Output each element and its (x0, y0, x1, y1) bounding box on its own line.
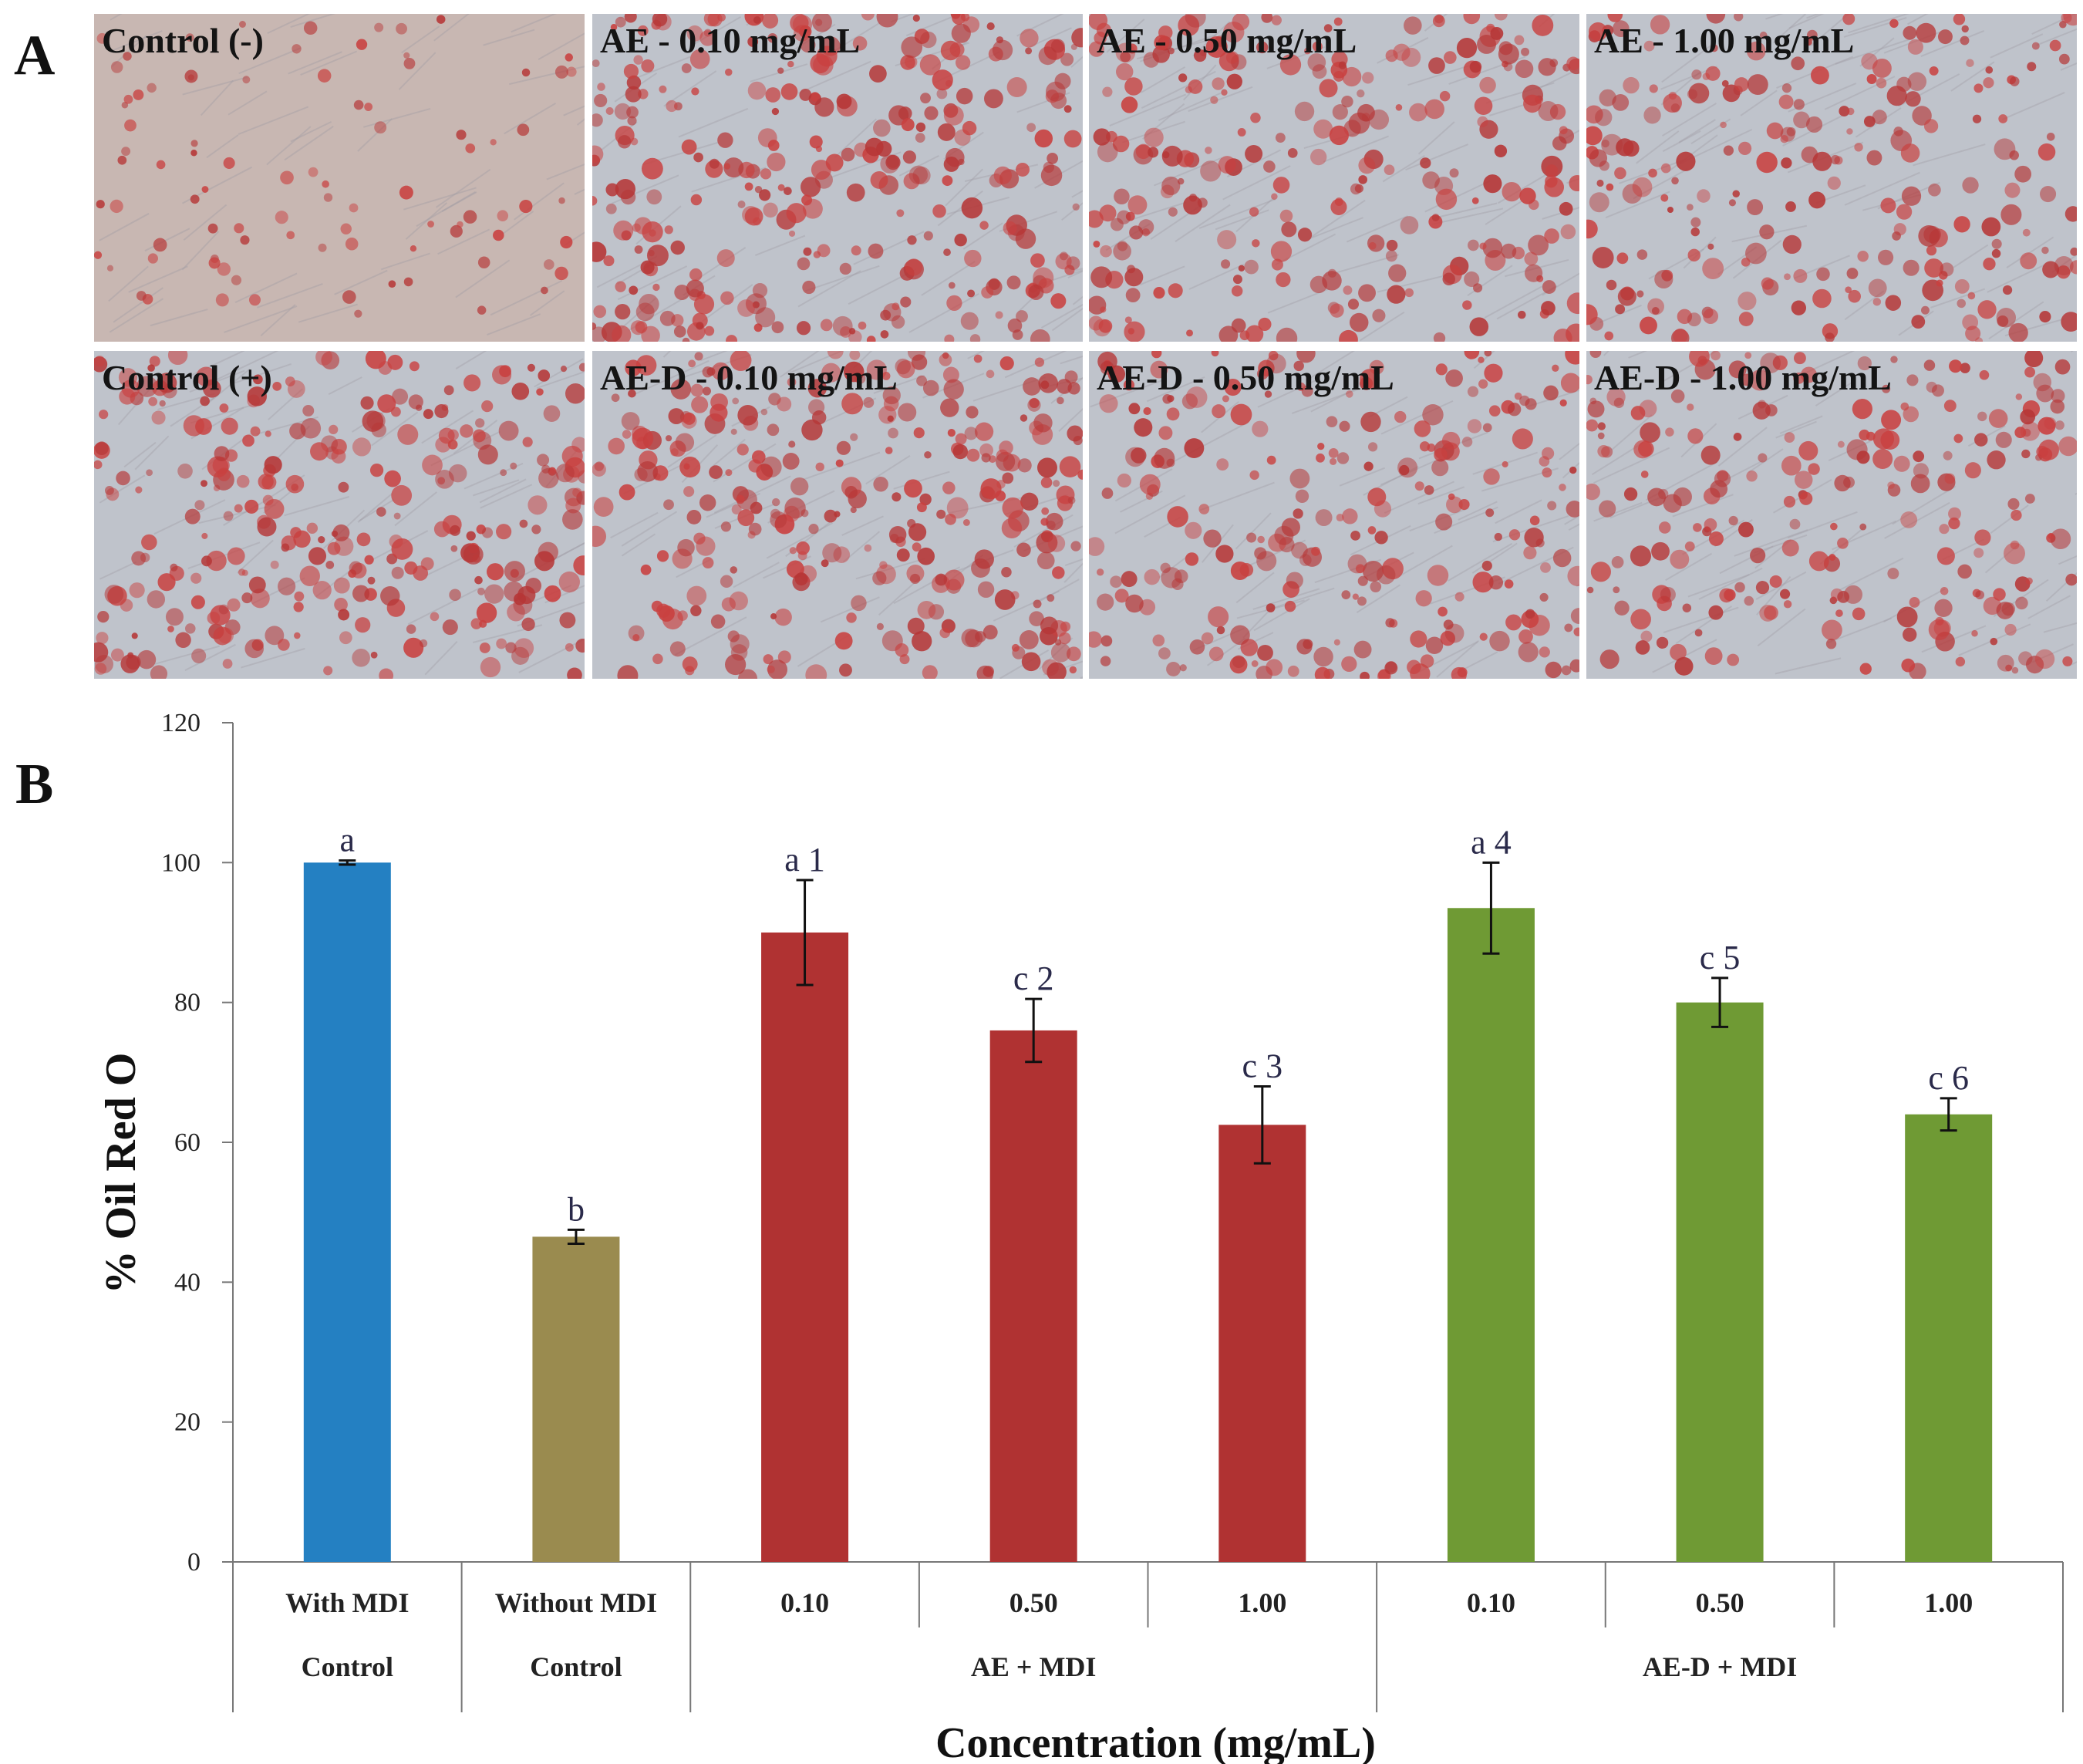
significance-label: a 4 (1471, 823, 1512, 861)
x-group-label: AE + MDI (971, 1651, 1097, 1682)
x-group-label: Control (530, 1651, 622, 1682)
bar (303, 862, 391, 1562)
micrograph-7: AE-D - 0.50 mg/mL (1089, 351, 1579, 679)
x-group-label: Control (302, 1651, 393, 1682)
significance-label: a 1 (784, 841, 825, 879)
y-tick-label: 60 (174, 1128, 201, 1157)
x-tick-label: 1.00 (1924, 1587, 1973, 1618)
micrograph-2: AE - 0.10 mg/mL (592, 14, 1083, 342)
bar (1447, 908, 1535, 1562)
micrograph-4: AE - 1.00 mg/mL (1586, 14, 2077, 342)
micrograph-label: AE-D - 0.50 mg/mL (1097, 358, 1394, 397)
micrograph-label: Control (-) (102, 21, 264, 60)
micrograph-grid: Control (-) AE - 0.10 mg/mL AE - 0.50 mg/m… (0, 0, 2083, 694)
bar (1218, 1125, 1306, 1562)
oil-red-o-bar-chart: 0 20 40 60 80 100 120 a With MDI b Without MDI a 1… (97, 709, 2064, 1764)
bar (532, 1236, 620, 1562)
micrograph-5: Control (+) (94, 351, 585, 679)
x-tick-label: 0.50 (1696, 1587, 1744, 1618)
y-tick-label: 100 (161, 848, 201, 877)
y-axis-title: % Oil Red O (97, 1053, 145, 1294)
significance-label: c 3 (1242, 1047, 1283, 1084)
panel-label-a: A (14, 24, 56, 87)
x-tick-label: Without MDI (495, 1587, 657, 1618)
y-tick-label: 20 (174, 1408, 201, 1437)
bar (761, 933, 849, 1562)
bar (1676, 1002, 1764, 1562)
bar (1905, 1114, 1993, 1562)
y-tick-label: 0 (187, 1548, 201, 1577)
micrograph-label: AE - 0.50 mg/mL (1097, 21, 1357, 60)
micrograph-6: AE-D - 0.10 mg/mL (592, 351, 1083, 679)
significance-label: c 2 (1013, 960, 1054, 997)
panel-label-b: B (15, 753, 54, 816)
micrograph-1: Control (-) (94, 14, 585, 342)
significance-label: c 6 (1928, 1059, 1969, 1097)
micrograph-label: Control (+) (102, 358, 272, 397)
x-group-label: AE-D + MDI (1643, 1651, 1798, 1682)
significance-label: a (340, 821, 356, 859)
y-tick-label: 80 (174, 989, 201, 1017)
significance-label: c 5 (1700, 939, 1741, 976)
x-tick-label: 0.50 (1009, 1587, 1058, 1618)
y-tick-label: 40 (174, 1268, 201, 1297)
micrograph-label: AE-D - 0.10 mg/mL (600, 358, 898, 397)
micrograph-label: AE-D - 1.00 mg/mL (1594, 358, 1892, 397)
x-tick-label: 0.10 (1467, 1587, 1515, 1618)
micrograph-label: AE - 1.00 mg/mL (1594, 21, 1855, 60)
micrograph-3: AE - 0.50 mg/mL (1089, 14, 1579, 342)
y-tick-label: 120 (161, 709, 201, 737)
x-axis-title: Concentration (mg/mL) (935, 1719, 1376, 1764)
micrograph-label: AE - 0.10 mg/mL (600, 21, 861, 60)
micrograph-8: AE-D - 1.00 mg/mL (1586, 351, 2077, 679)
significance-label: b (568, 1190, 585, 1228)
bar (989, 1030, 1077, 1562)
x-tick-label: 1.00 (1238, 1587, 1286, 1618)
x-tick-label: 0.10 (780, 1587, 829, 1618)
x-tick-label: With MDI (285, 1587, 409, 1618)
